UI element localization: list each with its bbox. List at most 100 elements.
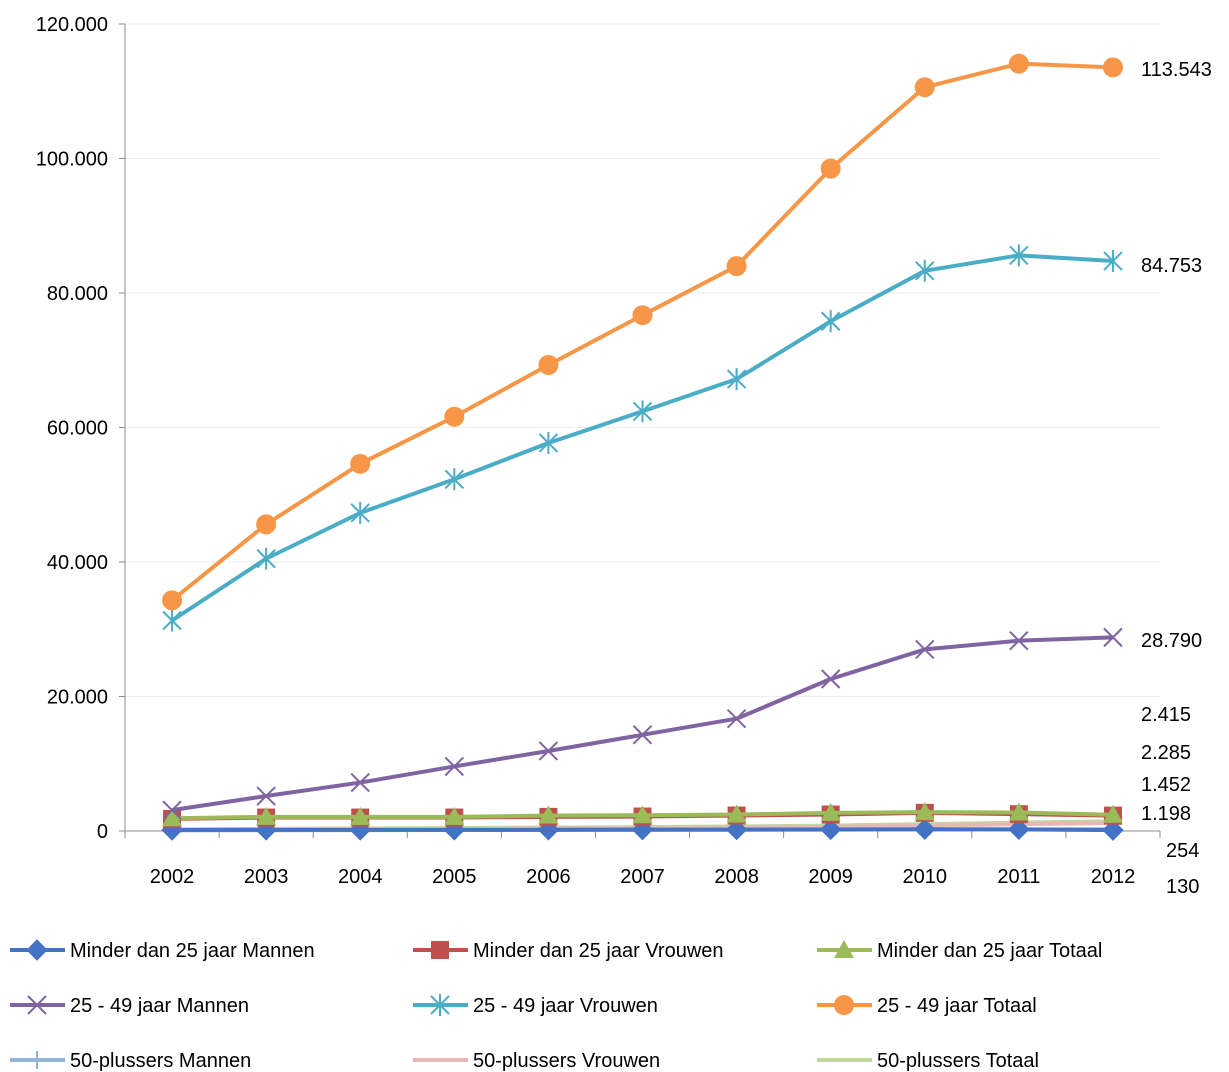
y-tick-label: 40.000 — [47, 552, 108, 574]
x-tick-label: 2009 — [808, 866, 853, 888]
data-point — [1102, 819, 1124, 841]
data-point — [632, 725, 653, 745]
end-label: 1.198 — [1141, 803, 1191, 825]
x-tick-label: 2006 — [526, 866, 571, 888]
data-point — [444, 468, 465, 491]
legend-label: 25 - 49 jaar Mannen — [70, 995, 249, 1017]
legend-item-5: 25 - 49 jaar Vrouwen — [413, 994, 658, 1017]
y-axis-ticks: 0 20.000 40.000 60.000 80.000 100.000 120.000 — [36, 14, 108, 843]
legend-item-4: 25 - 49 jaar Mannen — [10, 995, 249, 1017]
legend-item-8: 50-plussers Vrouwen — [413, 1050, 660, 1072]
x-axis-ticks: 2002 2003 2004 2005 2006 2007 2008 2009 2010 2011… — [150, 866, 1135, 888]
legend-item-6: 25 - 49 jaar Totaal — [817, 995, 1037, 1017]
data-point — [1102, 804, 1123, 823]
data-point — [915, 639, 935, 660]
data-point — [726, 256, 747, 277]
data-point — [431, 941, 449, 959]
data-point — [444, 806, 465, 825]
legend-item-3: Minder dan 25 jaar Totaal — [817, 940, 1102, 962]
data-point — [1008, 53, 1029, 74]
data-point — [26, 939, 48, 961]
end-label: 28.790 — [1141, 630, 1202, 652]
data-point — [350, 453, 371, 474]
end-label: 2.285 — [1141, 742, 1191, 764]
data-point — [726, 708, 747, 729]
legend-label: 50-plussers Mannen — [70, 1050, 251, 1072]
data-point — [820, 158, 841, 179]
data-point — [27, 995, 47, 1015]
end-labels: 113.543 84.753 28.790 2.415 2.285 1.452 1.198 2… — [1141, 59, 1212, 898]
legend-item-7: 50-plussers Mannen — [10, 1050, 251, 1072]
data-point — [444, 406, 465, 427]
series-6 — [162, 53, 1123, 611]
series-group — [161, 53, 1124, 841]
data-point — [28, 1051, 46, 1069]
data-point — [430, 994, 450, 1016]
data-point — [1102, 57, 1123, 78]
legend-label: Minder dan 25 jaar Vrouwen — [473, 940, 724, 962]
data-point — [350, 806, 371, 825]
legend-label: 50-plussers Vrouwen — [473, 1050, 660, 1072]
data-point — [538, 805, 559, 824]
data-point — [834, 940, 854, 958]
data-point — [820, 310, 841, 333]
series-line — [171, 635, 1114, 813]
data-point — [915, 259, 935, 282]
legend-label: 50-plussers Totaal — [877, 1050, 1039, 1072]
data-point — [914, 818, 936, 840]
data-point — [350, 772, 370, 793]
x-tick-label: 2003 — [244, 866, 289, 888]
legend-label: Minder dan 25 jaar Totaal — [877, 940, 1102, 962]
data-point — [1008, 802, 1029, 821]
data-point — [725, 818, 748, 841]
legend: Minder dan 25 jaar Mannen Minder dan 25 j… — [10, 939, 1102, 1072]
series-3 — [162, 802, 1123, 827]
data-point — [820, 669, 841, 689]
y-tick-label: 0 — [97, 821, 108, 843]
legend-item-9: 50-plussers Totaal — [817, 1050, 1039, 1072]
data-point — [444, 756, 465, 777]
end-label: 130 — [1166, 876, 1199, 898]
legend-item-2: Minder dan 25 jaar Vrouwen — [413, 940, 724, 962]
data-point — [1009, 630, 1029, 651]
data-point — [538, 354, 559, 375]
x-tick-label: 2008 — [714, 866, 759, 888]
data-point — [1103, 627, 1123, 648]
legend-label: Minder dan 25 jaar Mannen — [70, 940, 315, 962]
end-label: 113.543 — [1141, 59, 1212, 81]
x-tick-label: 2011 — [997, 866, 1040, 888]
series-5 — [162, 244, 1123, 632]
axes — [119, 23, 1161, 838]
y-tick-label: 80.000 — [47, 283, 108, 305]
data-point — [819, 818, 842, 841]
data-point — [256, 547, 276, 570]
series-4 — [162, 627, 1123, 820]
x-tick-label: 2012 — [1091, 866, 1136, 888]
y-tick-label: 20.000 — [47, 687, 108, 709]
x-tick-label: 2004 — [338, 866, 383, 888]
data-point — [632, 305, 653, 326]
legend-label: 25 - 49 jaar Vrouwen — [473, 995, 658, 1017]
end-label: 1.452 — [1141, 774, 1191, 796]
data-point — [726, 804, 747, 823]
data-point — [1009, 244, 1029, 267]
data-point — [632, 805, 653, 824]
end-label: 254 — [1166, 840, 1199, 862]
x-tick-label: 2002 — [150, 866, 195, 888]
data-point — [914, 77, 935, 98]
data-point — [162, 590, 183, 611]
data-point — [1008, 818, 1030, 841]
x-tick-label: 2010 — [903, 866, 948, 888]
data-point — [632, 400, 653, 423]
data-point — [162, 800, 182, 820]
data-point — [538, 741, 559, 761]
data-point — [162, 808, 183, 827]
data-point — [256, 806, 277, 825]
y-tick-label: 60.000 — [47, 418, 108, 440]
data-point — [914, 802, 935, 821]
data-point — [256, 786, 276, 806]
y-tick-label: 100.000 — [36, 149, 108, 171]
data-point — [350, 501, 370, 524]
data-point — [834, 995, 854, 1015]
